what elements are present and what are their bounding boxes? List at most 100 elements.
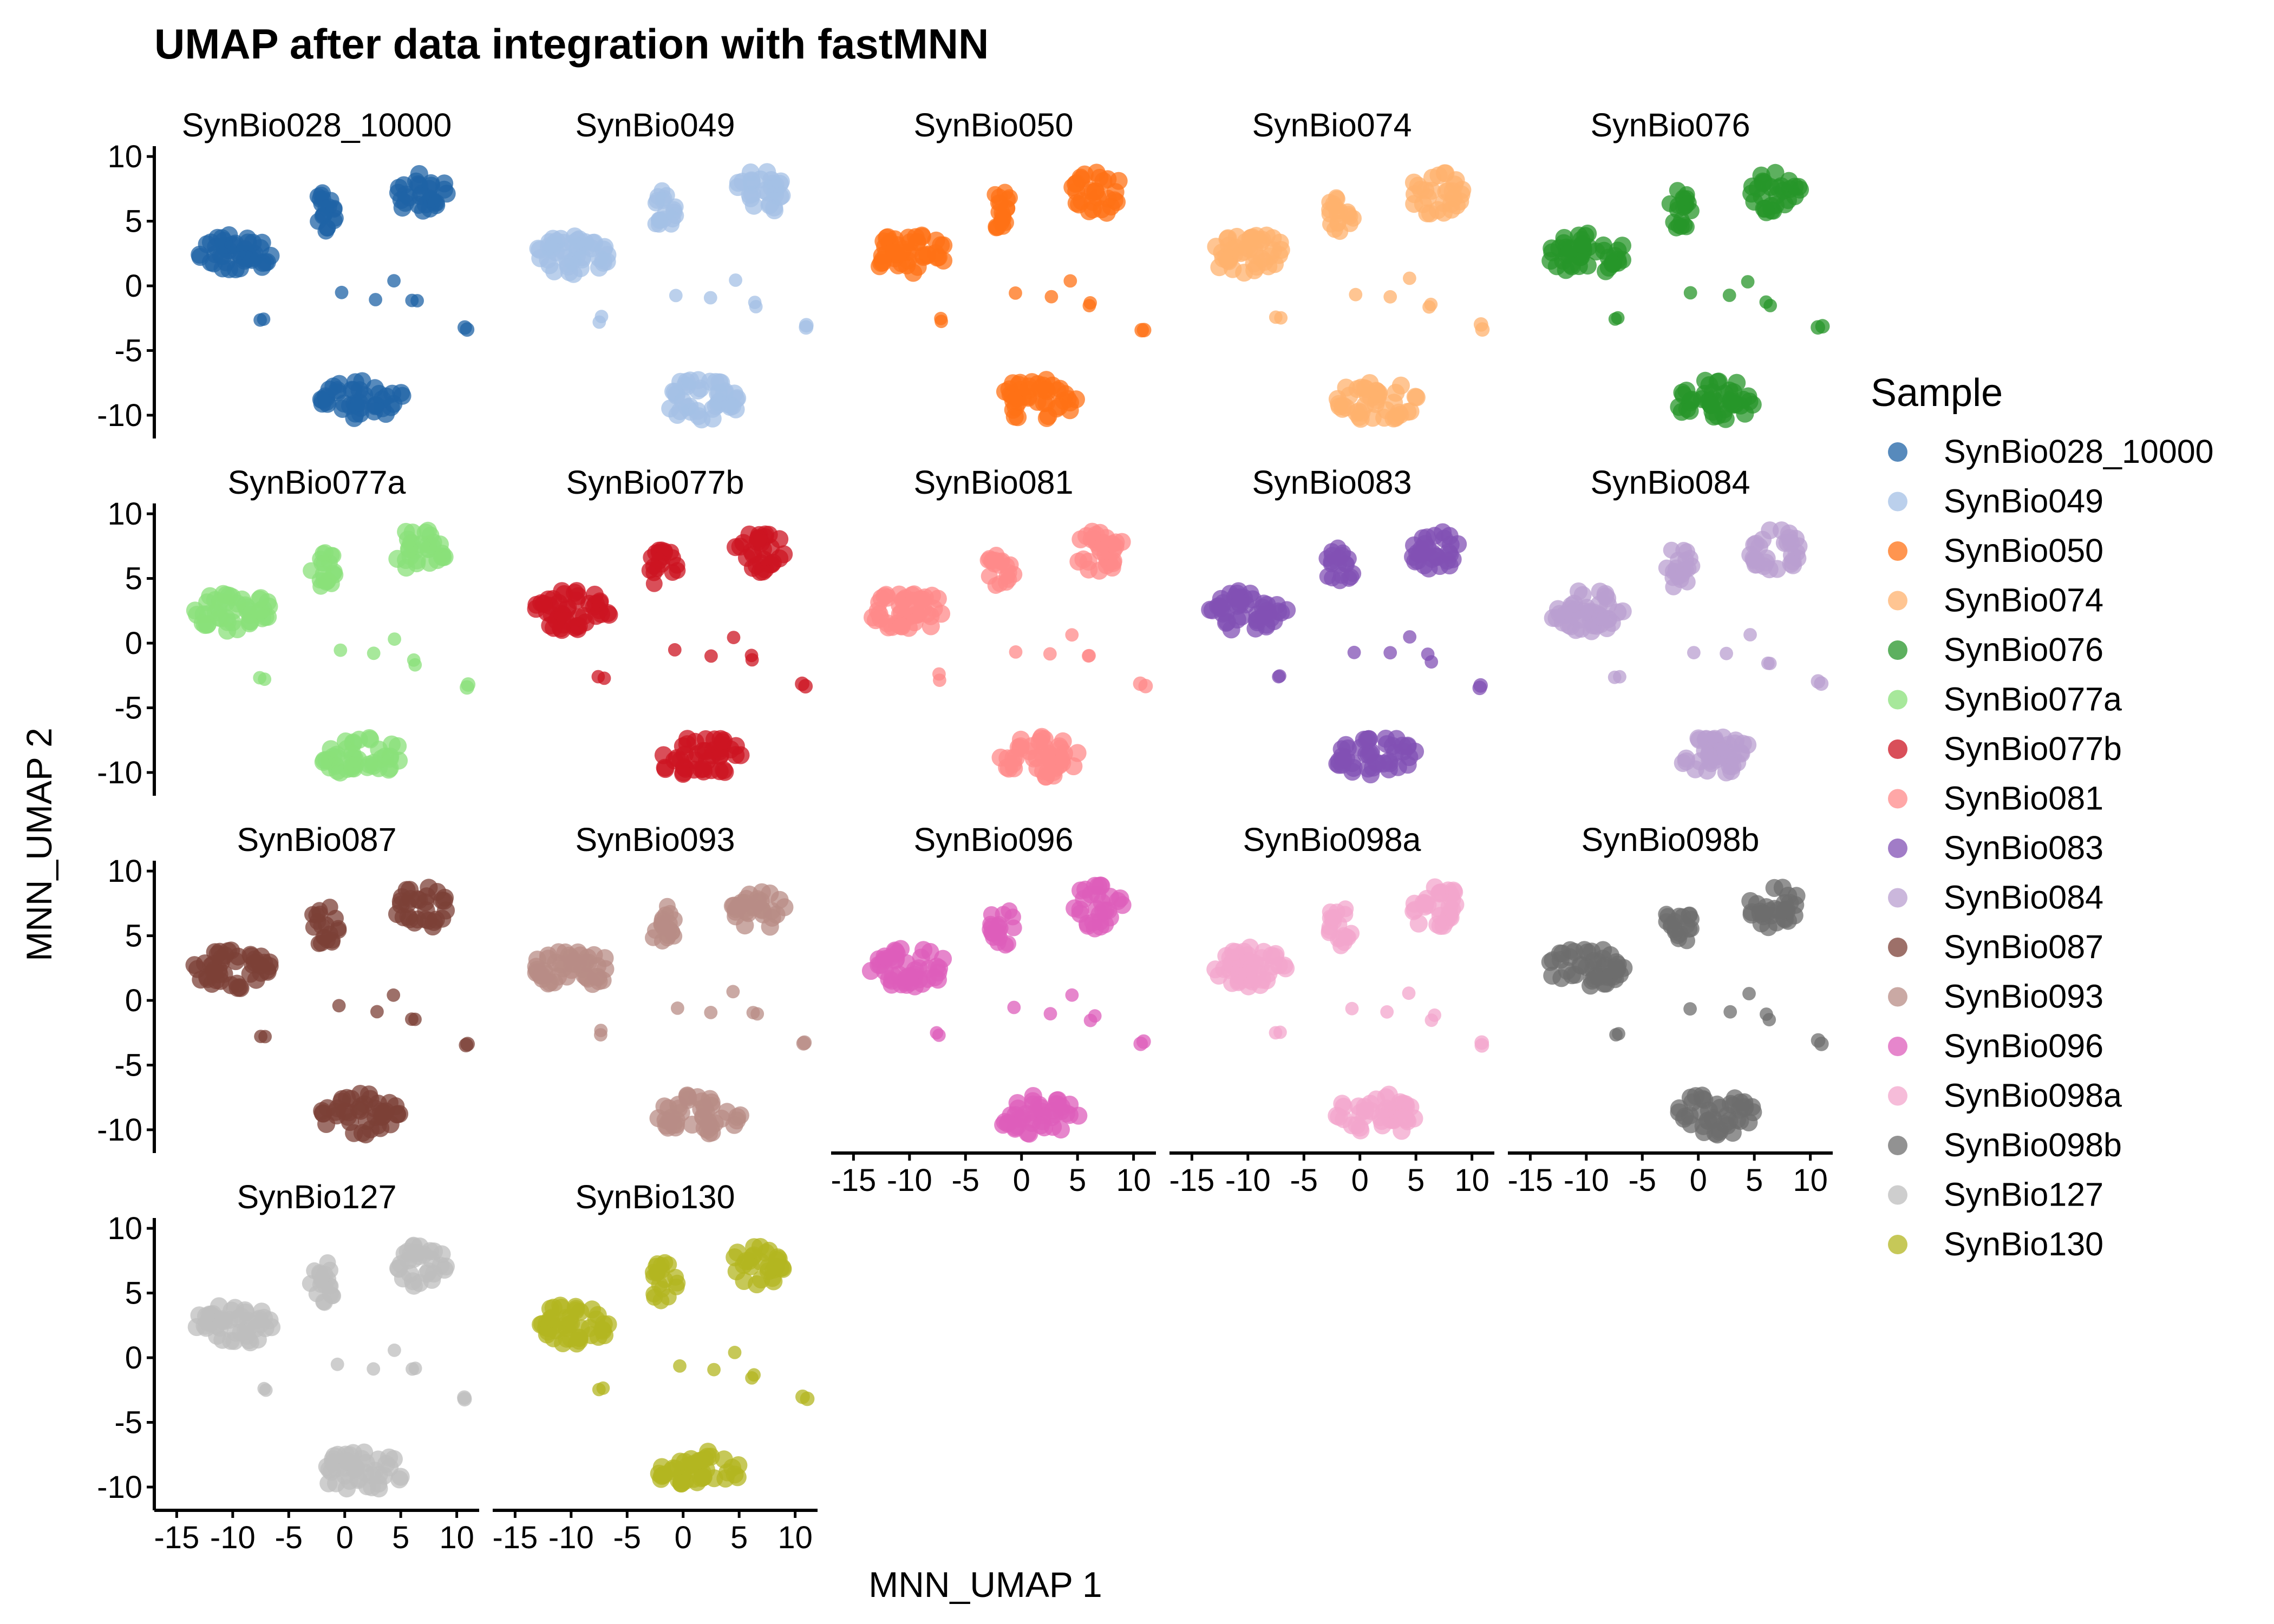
data-point — [671, 1001, 684, 1015]
data-point — [460, 1037, 475, 1051]
data-point — [694, 1468, 713, 1487]
data-point — [1407, 388, 1426, 407]
data-point — [1083, 200, 1102, 219]
legend-item: SynBio096 — [1888, 1027, 2103, 1064]
data-point — [323, 934, 341, 951]
data-point — [539, 974, 558, 993]
legend-item: SynBio049 — [1888, 483, 2103, 520]
data-point — [250, 590, 269, 608]
data-point — [1272, 670, 1286, 684]
data-point — [1596, 587, 1615, 606]
data-point — [1005, 919, 1022, 937]
data-point — [1780, 172, 1798, 190]
facet-panel: SynBio096 -15 -10 -5 0 5 10 — [831, 821, 1156, 1198]
data-point — [1342, 568, 1360, 586]
facet-points — [527, 883, 812, 1143]
data-point — [772, 172, 790, 191]
data-point — [351, 1085, 370, 1103]
data-point — [1103, 535, 1121, 553]
legend-item: SynBio081 — [1888, 780, 2103, 817]
facet-panel: SynBio084 — [1544, 464, 1829, 782]
data-point — [1337, 555, 1354, 573]
data-point — [336, 1466, 354, 1485]
data-point — [582, 1326, 600, 1344]
data-point — [367, 1362, 381, 1376]
data-point — [892, 617, 911, 636]
legend-items: SynBio028_10000 SynBio049 SynBio050 SynBio0… — [1888, 433, 2214, 1262]
data-point — [564, 234, 582, 252]
data-point — [408, 1012, 422, 1026]
data-point — [775, 545, 793, 564]
data-point — [351, 404, 369, 423]
legend-swatch — [1888, 987, 1907, 1007]
data-point — [432, 1256, 450, 1275]
data-point — [424, 1242, 443, 1261]
data-point — [334, 643, 348, 657]
y-tick-label: 5 — [125, 204, 142, 239]
y-tick-label: 10 — [107, 1211, 142, 1246]
facet-label: SynBio084 — [1590, 464, 1750, 501]
legend-swatch — [1888, 789, 1907, 809]
legend-swatch — [1888, 492, 1907, 512]
data-point — [410, 294, 424, 307]
data-point — [545, 619, 563, 637]
data-point — [411, 187, 430, 205]
facet-label: SynBio087 — [237, 821, 396, 858]
data-point — [1037, 409, 1056, 427]
data-point — [208, 1327, 226, 1345]
legend-item: SynBio083 — [1888, 829, 2103, 866]
data-point — [1563, 966, 1582, 985]
data-point — [1782, 534, 1800, 552]
legend-label: SynBio077b — [1944, 730, 2122, 767]
facet-points — [529, 163, 814, 429]
data-point — [707, 1363, 721, 1377]
data-point — [1442, 195, 1460, 213]
data-point — [914, 941, 933, 959]
x-axis-title: MNN_UMAP 1 — [868, 1564, 1102, 1605]
data-point — [673, 1359, 687, 1373]
data-point — [563, 954, 581, 973]
data-point — [1613, 602, 1632, 620]
data-point — [689, 407, 708, 425]
data-point — [1339, 203, 1356, 220]
facet-label: SynBio081 — [913, 464, 1073, 501]
data-point — [1324, 569, 1341, 587]
legend-item: SynBio050 — [1888, 532, 2103, 569]
facet-points — [864, 522, 1153, 786]
data-point — [1103, 558, 1121, 577]
data-point — [742, 1257, 760, 1275]
data-point — [1367, 1090, 1386, 1109]
data-point — [904, 264, 923, 282]
data-point — [1445, 883, 1463, 901]
data-point — [1345, 1001, 1359, 1016]
legend-label: SynBio049 — [1944, 483, 2103, 520]
data-point — [433, 909, 452, 928]
facet-label: SynBio077b — [566, 464, 744, 501]
data-point — [691, 1451, 710, 1470]
data-point — [746, 1006, 760, 1019]
data-point — [1383, 737, 1402, 755]
data-point — [1429, 166, 1448, 185]
data-point — [1787, 887, 1806, 905]
data-point — [647, 215, 664, 233]
data-point — [1383, 646, 1397, 660]
data-point — [390, 1470, 409, 1489]
data-point — [598, 246, 617, 264]
facet-label: SynBio077a — [228, 464, 406, 501]
x-tick-label: 5 — [392, 1520, 409, 1555]
legend-label: SynBio077a — [1944, 681, 2122, 718]
data-point — [390, 1105, 409, 1123]
data-point — [597, 671, 611, 685]
facet-panel: SynBio098a -15 -10 -5 0 5 10 — [1169, 821, 1494, 1198]
data-point — [649, 1109, 668, 1128]
data-point — [1102, 197, 1120, 216]
data-point — [587, 607, 605, 625]
x-tick-label: 5 — [730, 1520, 748, 1555]
data-point — [1328, 1106, 1346, 1125]
data-point — [741, 163, 760, 182]
data-point — [419, 521, 437, 540]
data-point — [1044, 290, 1058, 304]
data-point — [881, 948, 899, 967]
data-point — [565, 584, 584, 602]
y-tick-label: 0 — [125, 626, 142, 661]
